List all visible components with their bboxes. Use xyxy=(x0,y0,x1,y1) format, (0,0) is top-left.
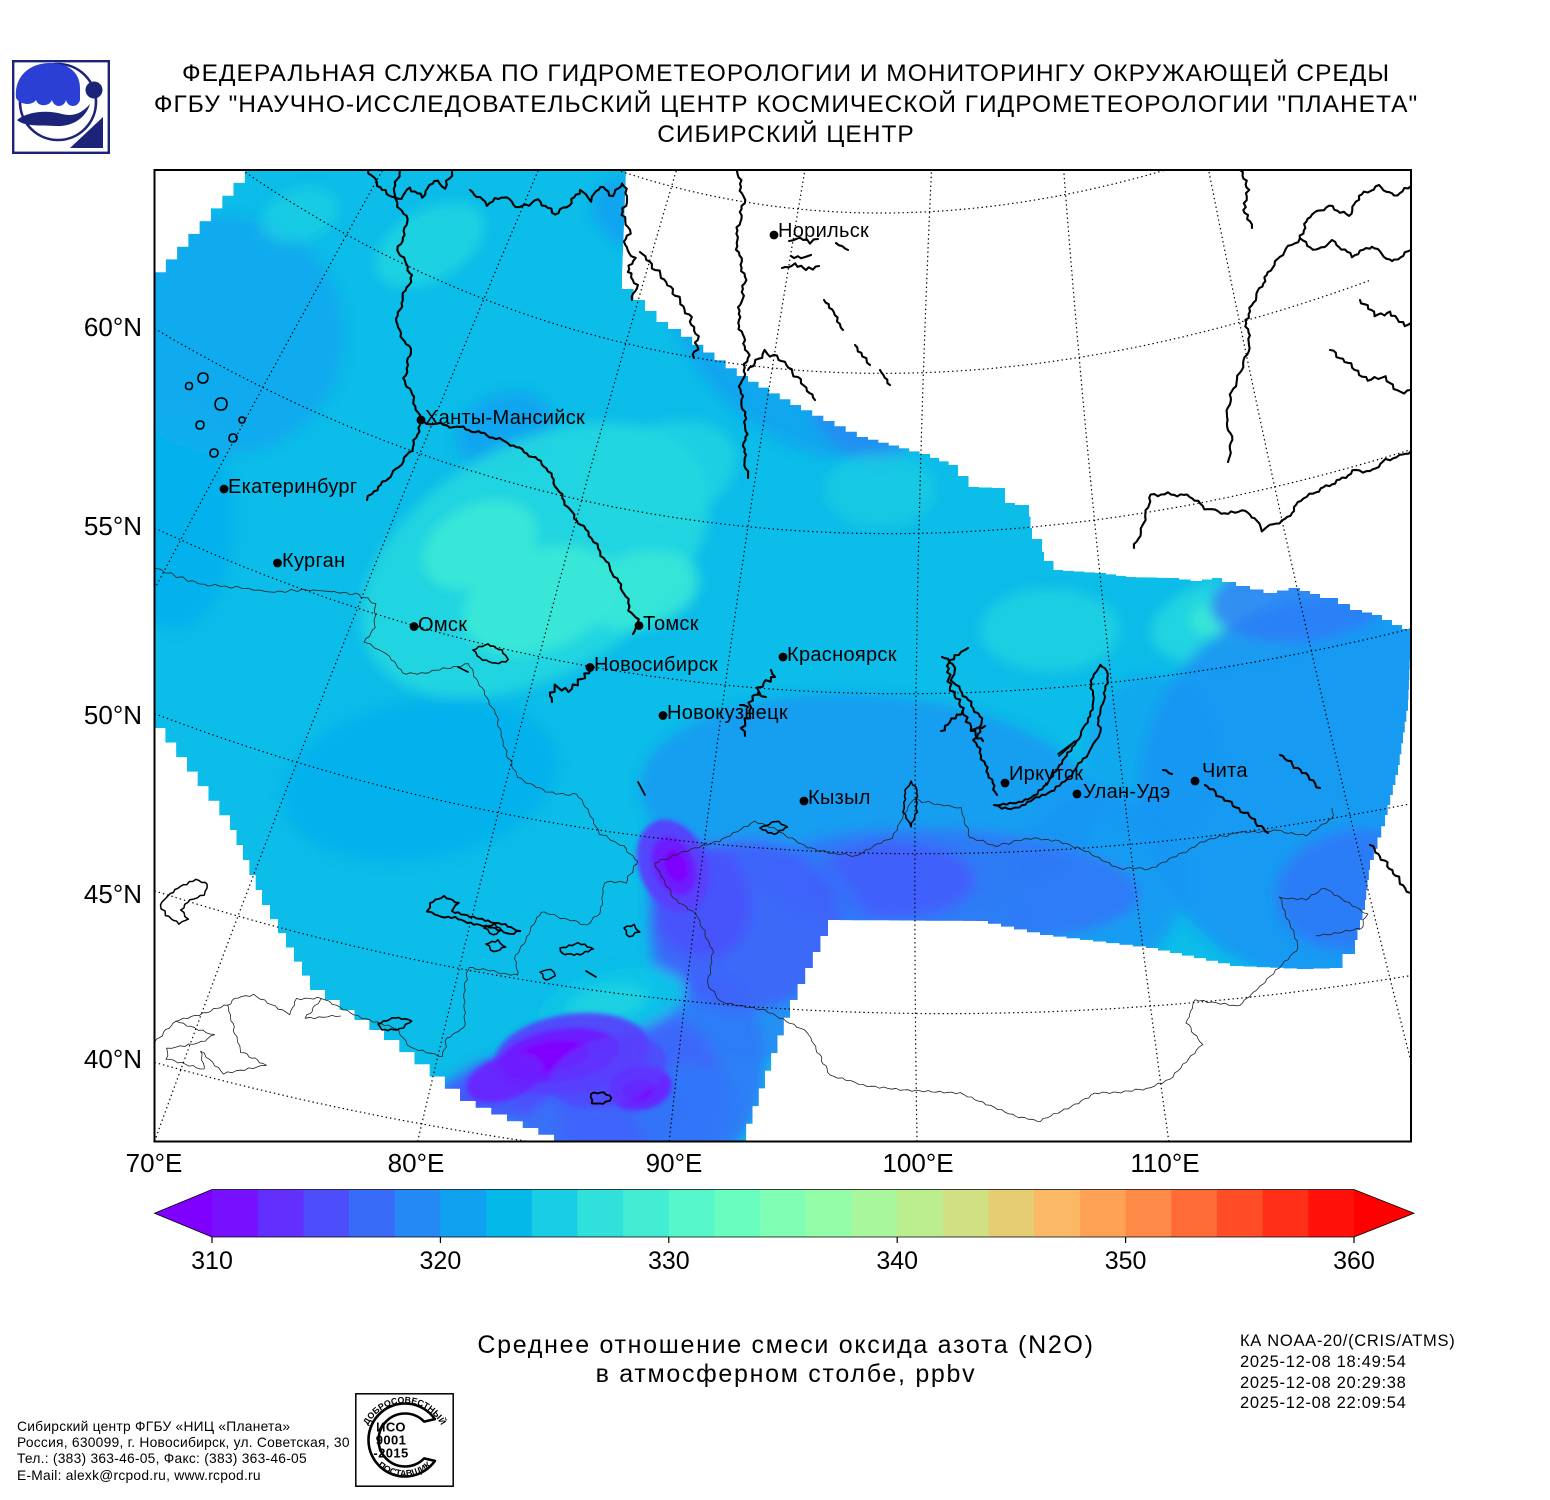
svg-text:55°N: 55°N xyxy=(84,511,142,541)
svg-text:Курган: Курган xyxy=(282,550,345,572)
svg-text:320: 320 xyxy=(420,1247,462,1275)
svg-text:90°E: 90°E xyxy=(646,1148,703,1178)
svg-text:9001: 9001 xyxy=(376,1433,407,1448)
svg-text:Кызыл: Кызыл xyxy=(808,787,871,809)
svg-text:Омск: Омск xyxy=(418,614,467,636)
svg-text:Екатеринбург: Екатеринбург xyxy=(228,476,357,498)
svg-text:80°E: 80°E xyxy=(388,1148,445,1178)
svg-text:-2015: -2015 xyxy=(373,1446,408,1461)
svg-text:45°N: 45°N xyxy=(84,879,142,909)
svg-text:Улан-Удэ: Улан-Удэ xyxy=(1083,781,1171,803)
svg-text:60°N: 60°N xyxy=(84,312,142,342)
svg-text:Красноярск: Красноярск xyxy=(787,644,897,666)
svg-text:ИСО: ИСО xyxy=(376,1420,406,1435)
svg-text:110°E: 110°E xyxy=(1130,1148,1199,1178)
svg-text:350: 350 xyxy=(1105,1247,1147,1275)
svg-text:40°N: 40°N xyxy=(84,1044,142,1074)
svg-text:100°E: 100°E xyxy=(882,1148,953,1178)
svg-text:Иркутск: Иркутск xyxy=(1009,763,1083,785)
svg-text:Чита: Чита xyxy=(1202,760,1248,782)
svg-text:Ханты-Мансийск: Ханты-Мансийск xyxy=(425,407,585,429)
svg-text:360: 360 xyxy=(1333,1247,1375,1275)
svg-text:50°N: 50°N xyxy=(84,700,142,730)
svg-text:330: 330 xyxy=(648,1247,690,1275)
svg-text:Норильск: Норильск xyxy=(778,220,869,242)
svg-text:310: 310 xyxy=(191,1247,233,1275)
svg-text:Новокузнецк: Новокузнецк xyxy=(667,702,788,724)
svg-text:Новосибирск: Новосибирск xyxy=(594,654,718,676)
svg-text:70°E: 70°E xyxy=(126,1148,183,1178)
svg-text:Томск: Томск xyxy=(643,613,699,635)
svg-text:340: 340 xyxy=(876,1247,918,1275)
